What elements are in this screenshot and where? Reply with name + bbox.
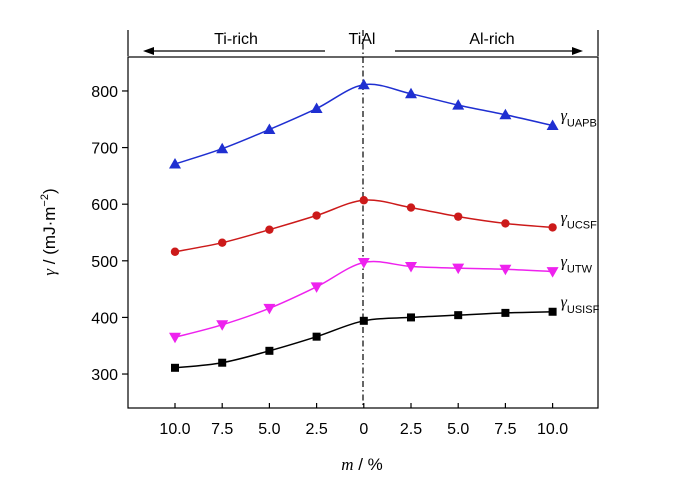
x-tick-label: 7.5 <box>211 421 233 438</box>
data-point <box>359 316 368 325</box>
data-point <box>265 225 274 234</box>
data-point <box>405 87 417 99</box>
data-point <box>263 303 276 315</box>
series-label: γUTW <box>561 254 593 276</box>
x-axis-symbol: m <box>341 455 353 474</box>
y-axis: 300 400 500 600 700 800 <box>91 84 128 384</box>
y-tick-label: 800 <box>91 84 118 101</box>
series-line <box>174 83 553 165</box>
y-axis-symbol: γ <box>40 268 59 276</box>
data-point <box>169 332 181 344</box>
data-point <box>216 320 229 331</box>
data-point <box>310 102 323 114</box>
data-point <box>546 119 559 131</box>
data-point <box>265 346 274 355</box>
series-line <box>174 199 553 253</box>
y-tick-label: 700 <box>91 141 118 158</box>
series-label: γUSISF <box>561 294 600 316</box>
series-ucsf: γUCSF <box>170 196 598 256</box>
x-axis-label: m / % <box>341 455 383 474</box>
al-rich-label: Al-rich <box>469 31 514 48</box>
data-point <box>171 363 179 372</box>
data-point <box>312 332 321 341</box>
ti-rich-label: Ti-rich <box>214 31 258 48</box>
data-point <box>546 267 559 278</box>
y-axis-unit: / (mJ·m <box>40 207 59 269</box>
x-tick-label: 2.5 <box>400 421 422 438</box>
tial-label: TiAl <box>349 31 376 48</box>
series-label: γUCSF <box>561 209 598 231</box>
x-axis: 10.0 7.5 5.0 2.5 0 2.5 5.0 7.5 10.0 <box>159 403 568 438</box>
series-utw: γUTW <box>169 254 593 344</box>
data-point <box>501 308 510 317</box>
data-point <box>454 311 463 320</box>
al-rich-arrowhead <box>572 47 583 55</box>
x-tick-label: 5.0 <box>258 421 280 438</box>
data-point <box>263 123 276 134</box>
data-point <box>169 157 181 169</box>
data-point <box>548 307 557 316</box>
y-tick-label: 300 <box>91 367 118 384</box>
data-point <box>407 313 415 322</box>
data-point <box>452 99 465 110</box>
data-point <box>357 78 370 90</box>
y-axis-exponent: −2 <box>39 194 51 207</box>
y-tick-label: 500 <box>91 254 118 271</box>
data-point <box>357 258 370 269</box>
data-point <box>170 247 180 256</box>
y-tick-label: 600 <box>91 197 118 214</box>
data-point <box>454 212 463 221</box>
data-point <box>312 211 321 220</box>
x-tick-label: 7.5 <box>494 421 516 438</box>
x-tick-label: 10.0 <box>537 421 568 438</box>
x-tick-label: 5.0 <box>447 421 469 438</box>
data-point <box>501 219 510 228</box>
x-tick-label: 10.0 <box>159 421 190 438</box>
series-layer: γUAPB γUCSF γUTW γUSISF <box>169 78 600 372</box>
data-point <box>499 264 512 276</box>
y-axis-close: ) <box>40 188 59 194</box>
data-point <box>359 196 368 205</box>
x-tick-label: 2.5 <box>305 421 327 438</box>
series-uapb: γUAPB <box>169 78 597 169</box>
data-point <box>452 263 465 275</box>
data-point <box>499 108 512 120</box>
data-point <box>216 142 229 154</box>
series-usisf: γUSISF <box>171 294 600 372</box>
x-tick-label: 0 <box>359 421 368 438</box>
x-axis-unit: / % <box>353 455 382 474</box>
ti-rich-arrowhead <box>143 47 154 55</box>
data-point <box>548 223 557 232</box>
data-point <box>406 203 416 212</box>
data-point <box>310 282 323 293</box>
y-axis-label: γ / (mJ·m−2) <box>39 188 59 275</box>
series-label: γUAPB <box>561 108 597 130</box>
data-point <box>218 358 227 367</box>
series-line <box>174 260 553 338</box>
data-point <box>218 238 227 247</box>
data-point <box>405 261 417 273</box>
composition-header: Ti-rich TiAl Al-rich <box>127 30 599 56</box>
y-tick-label: 400 <box>91 310 118 327</box>
